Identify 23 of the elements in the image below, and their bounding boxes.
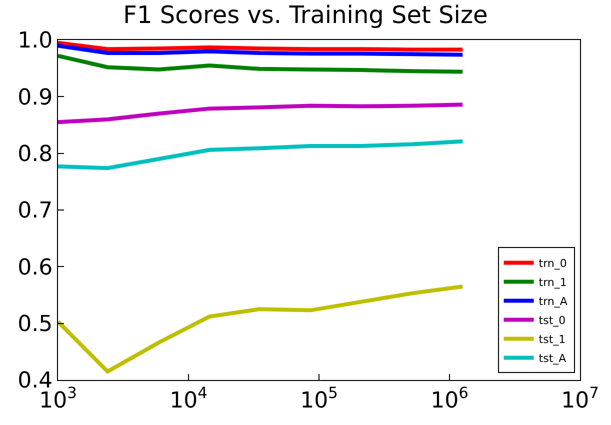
legend-label: tst_0 — [538, 314, 566, 327]
line-series — [58, 40, 465, 52]
line-series — [58, 44, 465, 57]
y-tick-label: 0.9 — [18, 85, 53, 110]
legend-label: tst_A — [538, 352, 567, 365]
y-tick-label: 0.5 — [18, 312, 53, 338]
line-series — [58, 102, 465, 124]
legend-label: trn_A — [538, 294, 568, 308]
x-tick-label: 10$^{7}$ — [561, 384, 599, 414]
legend-label: tst_1 — [538, 332, 566, 346]
y-tick-label: 0.8 — [18, 142, 53, 168]
y-tick-label: 1.0 — [18, 28, 53, 54]
line-series — [58, 54, 465, 74]
x-tick-label: 10$^{5}$ — [300, 384, 338, 414]
line-series — [58, 284, 465, 374]
legend-label: trn_1 — [538, 276, 567, 289]
y-tick-label: 0.6 — [18, 255, 53, 280]
x-tick-label: 10$^{4}$ — [170, 384, 208, 414]
chart-title: F1 Scores vs. Training Set Size — [123, 1, 488, 30]
line-series — [58, 139, 465, 170]
legend-label: trn_0 — [538, 256, 567, 270]
y-tick-label: 0.7 — [18, 198, 53, 224]
x-tick-label: 10$^{6}$ — [430, 384, 468, 414]
